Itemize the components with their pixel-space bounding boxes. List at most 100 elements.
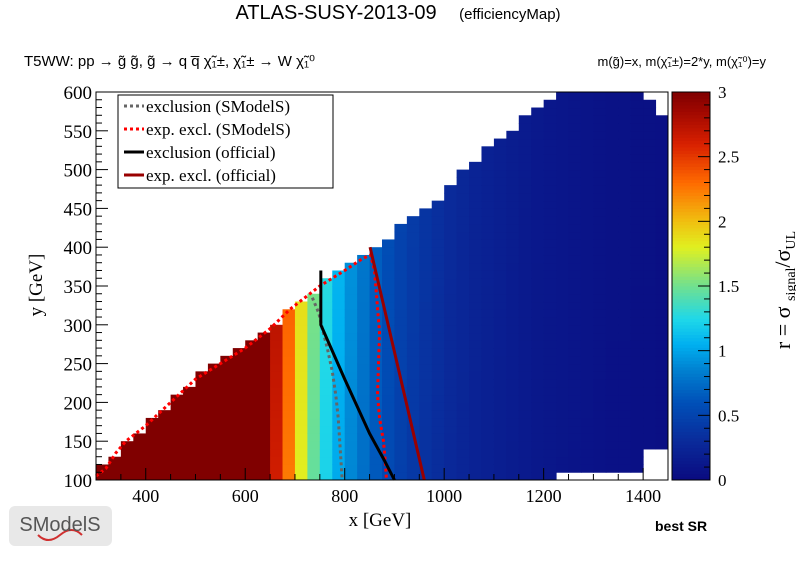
colorbar-tick-label: 3 [718, 83, 727, 102]
heatmap-cell [382, 247, 395, 256]
heatmap-cell [369, 363, 383, 372]
heatmap-cell [319, 456, 333, 465]
heatmap-cell [406, 262, 420, 271]
heatmap-cell [456, 363, 470, 372]
heatmap-cell [294, 363, 308, 372]
heatmap-cell [444, 324, 458, 334]
heatmap-cell [357, 402, 371, 411]
heatmap-cell [580, 216, 594, 225]
heatmap-cell [394, 324, 408, 334]
heatmap-cell [469, 293, 482, 303]
heatmap-cell [643, 348, 657, 357]
heatmap-cell [257, 371, 271, 380]
heatmap-cell [593, 270, 607, 279]
heatmap-cell [245, 363, 259, 372]
heatmap-cell [506, 130, 520, 140]
heatmap-cell [319, 402, 333, 411]
colorbar-segment [672, 412, 710, 416]
heatmap-cell [493, 433, 507, 442]
heatmap-cell [556, 293, 570, 303]
heatmap-cell [580, 363, 594, 372]
heatmap-cell [531, 456, 545, 465]
heatmap-cell [406, 270, 420, 279]
heatmap-cell [406, 394, 420, 403]
heatmap-cell [245, 456, 259, 465]
heatmap-cell [643, 270, 657, 279]
heatmap-cell [406, 223, 420, 233]
heatmap-cell [344, 363, 358, 372]
colorbar-segment [672, 276, 710, 281]
heatmap-cell [593, 223, 607, 233]
z-label-part: /σ [770, 249, 795, 267]
heatmap-cell [419, 433, 433, 442]
heatmap-cell [382, 456, 395, 465]
heatmap-cell [655, 169, 669, 178]
heatmap-cell [481, 146, 495, 155]
heatmap-cell [332, 317, 346, 326]
heatmap-cell [518, 286, 532, 295]
heatmap-cell [332, 464, 346, 473]
heatmap-cell [207, 394, 221, 403]
heatmap-cell [506, 185, 520, 194]
y-tick-label: 300 [64, 316, 93, 337]
heatmap-cell [232, 402, 246, 411]
heatmap-cell [580, 309, 594, 318]
heatmap-cell [543, 371, 557, 380]
heatmap-cell [518, 371, 532, 380]
heatmap-cell [568, 208, 582, 217]
heatmap-cell [643, 363, 657, 372]
heatmap-cell [444, 332, 458, 341]
heatmap-cell [282, 324, 296, 334]
z-label-text: r = σ [770, 306, 795, 349]
heatmap-cell [493, 169, 507, 178]
heatmap-cell [232, 425, 246, 434]
heatmap-cell [431, 309, 445, 318]
heatmap-cell [506, 371, 520, 380]
heatmap-cell [630, 161, 644, 171]
colorbar-segment [672, 470, 710, 475]
heatmap-cell [282, 441, 296, 450]
heatmap-cell [456, 355, 470, 365]
heatmap-cell [543, 107, 557, 116]
heatmap-cell [655, 223, 669, 233]
heatmap-cell [481, 247, 495, 256]
heatmap-cell [270, 464, 284, 473]
heatmap-cell [456, 309, 470, 318]
heatmap-cell [419, 309, 433, 318]
colorbar-segment [672, 273, 710, 277]
heatmap-cell [556, 425, 570, 434]
heatmap-cell [469, 247, 482, 256]
colorbar-segment [672, 172, 710, 177]
heatmap-cell [195, 410, 209, 419]
heatmap-cell [332, 371, 346, 380]
heatmap-cell [469, 417, 482, 427]
heatmap-cell [643, 301, 657, 310]
heatmap-cell [593, 355, 607, 365]
heatmap-cell [319, 441, 333, 450]
colorbar-segment [672, 467, 710, 471]
heatmap-cell [506, 386, 520, 396]
heatmap-cell [419, 425, 433, 434]
heatmap-cell [543, 363, 557, 372]
heatmap-cell [270, 402, 284, 411]
heatmap-cell [220, 456, 234, 465]
x-tick-label: 600 [232, 486, 259, 506]
heatmap-cell [406, 379, 420, 388]
heatmap-cell [593, 208, 607, 217]
colorbar-segment [672, 392, 710, 397]
colorbar-segment [672, 182, 710, 187]
heatmap-cell [593, 386, 607, 396]
heatmap-cell [394, 410, 408, 419]
heatmap-cell [431, 472, 445, 481]
heatmap-cell [294, 441, 308, 450]
heatmap-cell [332, 301, 346, 310]
color-bar: 00.511.522.53 [671, 83, 739, 490]
colorbar-segment [672, 140, 710, 145]
heatmap-cell [655, 340, 669, 349]
heatmap-cell [543, 433, 557, 442]
heatmap-cell [543, 208, 557, 217]
heatmap-cell [307, 433, 321, 442]
heatmap-cell [294, 309, 308, 318]
heatmap-cell [469, 464, 482, 473]
heatmap-cell [282, 425, 296, 434]
